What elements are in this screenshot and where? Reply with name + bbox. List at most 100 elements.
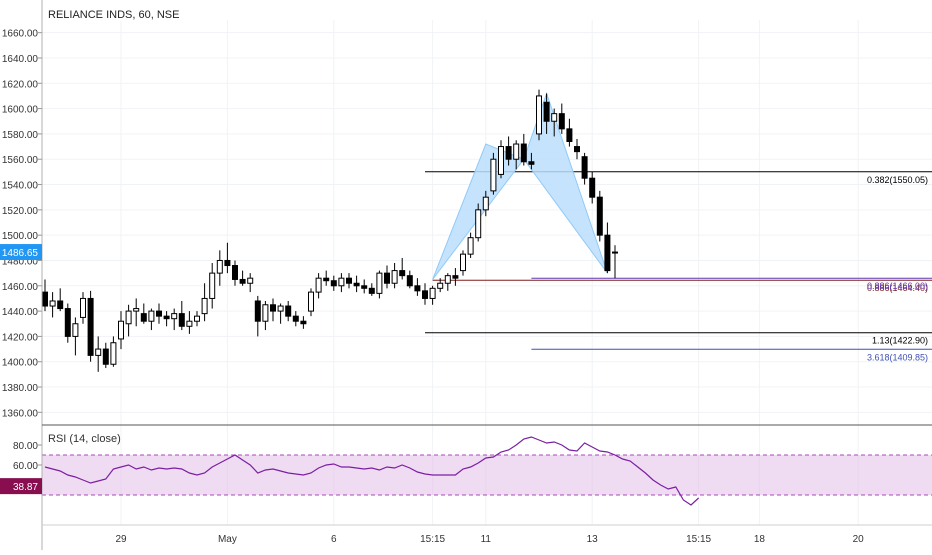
- time-tick-label: 6: [331, 534, 337, 545]
- candle: [361, 279, 368, 294]
- price-tick-label: 1400.00: [2, 358, 39, 369]
- candle: [384, 265, 390, 289]
- candle-body-down: [520, 143, 527, 163]
- candle-body-up: [148, 310, 155, 322]
- candle-body-down: [574, 146, 580, 153]
- fib-level-label: 1.13(1422.90): [872, 336, 928, 346]
- candle-body-down: [330, 280, 337, 287]
- time-tick-label: 13: [587, 534, 599, 545]
- candle: [133, 298, 140, 327]
- price-tick-label: 1660.00: [2, 29, 39, 40]
- candle: [467, 232, 474, 258]
- candle: [490, 152, 497, 195]
- rsi-band: [42, 455, 932, 495]
- candle-body-up: [308, 291, 314, 312]
- candle-body-down: [543, 101, 550, 122]
- candle: [118, 311, 124, 350]
- candle-body-up: [482, 196, 489, 211]
- candle: [330, 275, 337, 291]
- price-tick-label: 1640.00: [2, 54, 39, 65]
- candle-body-up: [80, 297, 86, 318]
- candle-body-down: [589, 177, 596, 198]
- candle: [475, 203, 482, 242]
- candle: [551, 108, 558, 137]
- last-price-label: 1486.65: [2, 248, 39, 259]
- candle-body-up: [391, 270, 398, 284]
- time-tick-label: 18: [754, 534, 766, 545]
- candle: [353, 275, 360, 293]
- candle-body-down: [285, 305, 292, 317]
- candle: [270, 298, 276, 322]
- price-tick-label: 1520.00: [2, 206, 39, 217]
- candle: [558, 103, 565, 134]
- candle-body-down: [384, 272, 390, 284]
- candle-body-down: [140, 313, 147, 322]
- candle-body-down: [156, 310, 162, 317]
- candle-body-up: [475, 209, 482, 239]
- time-tick-label: May: [218, 534, 237, 545]
- fib-level-label: 0.886(1464.40): [867, 283, 928, 293]
- candle: [87, 290, 94, 362]
- candle: [163, 311, 170, 327]
- candle: [49, 292, 56, 318]
- candle: [346, 273, 352, 289]
- candle: [376, 270, 383, 299]
- candle: [125, 304, 132, 337]
- candle: [399, 257, 406, 280]
- candle-body-up: [209, 272, 216, 299]
- candle-body-down: [64, 308, 71, 337]
- candle-body-down: [361, 285, 368, 289]
- price-candles: [42, 89, 618, 372]
- candle-body-up: [110, 342, 117, 365]
- candle-body-down: [505, 146, 512, 160]
- candle-body-up: [133, 308, 140, 312]
- time-tick-label: 15:15: [686, 534, 711, 545]
- fib-levels: 0.382(1550.05) 0.886(1464.40)0.886(1466.0…: [425, 171, 932, 362]
- candle: [262, 300, 269, 331]
- candle: [513, 140, 520, 170]
- candle-body-down: [270, 304, 276, 312]
- fib-level-label: 0.886(1466.00): [867, 281, 928, 291]
- candle-body-down: [87, 297, 94, 356]
- rsi-pane: [42, 436, 932, 506]
- candle: [452, 268, 459, 286]
- candle-body-up: [612, 251, 618, 254]
- candle: [391, 263, 398, 289]
- candle: [368, 283, 375, 296]
- time-tick-label: 15:15: [420, 534, 445, 545]
- price-tick-label: 1440.00: [2, 307, 39, 318]
- rsi-last-tag: [0, 478, 42, 495]
- price-tick-label: 1380.00: [2, 383, 39, 394]
- candle-body-up: [444, 275, 451, 284]
- pattern-triangle: [523, 91, 608, 274]
- rsi-line: [44, 436, 700, 506]
- candle: [178, 300, 185, 331]
- candle: [239, 270, 246, 286]
- candle: [110, 336, 117, 367]
- candle-body-up: [338, 277, 345, 287]
- candle-body-up: [498, 146, 504, 175]
- candle: [414, 278, 421, 296]
- price-tick-label: 1620.00: [2, 79, 39, 90]
- candle-body-down: [346, 277, 352, 284]
- symbol-title: RELIANCE INDS, 60, NSE: [48, 9, 180, 21]
- candle-body-up: [262, 304, 269, 322]
- candle-body-up: [216, 259, 223, 274]
- candle-body-down: [300, 320, 307, 325]
- harmonic-pattern: [432, 91, 608, 280]
- price-tick-label: 1580.00: [2, 130, 39, 141]
- candle: [201, 283, 208, 322]
- candle: [520, 133, 527, 166]
- candle-body-down: [406, 275, 413, 287]
- candle-body-down: [224, 259, 231, 267]
- candle: [536, 89, 542, 141]
- candle-body-down: [163, 315, 170, 320]
- candle-body-up: [118, 320, 124, 340]
- candle: [247, 273, 254, 293]
- candle: [254, 295, 261, 337]
- candle-body-down: [452, 275, 459, 279]
- time-tick-label: 29: [115, 534, 127, 545]
